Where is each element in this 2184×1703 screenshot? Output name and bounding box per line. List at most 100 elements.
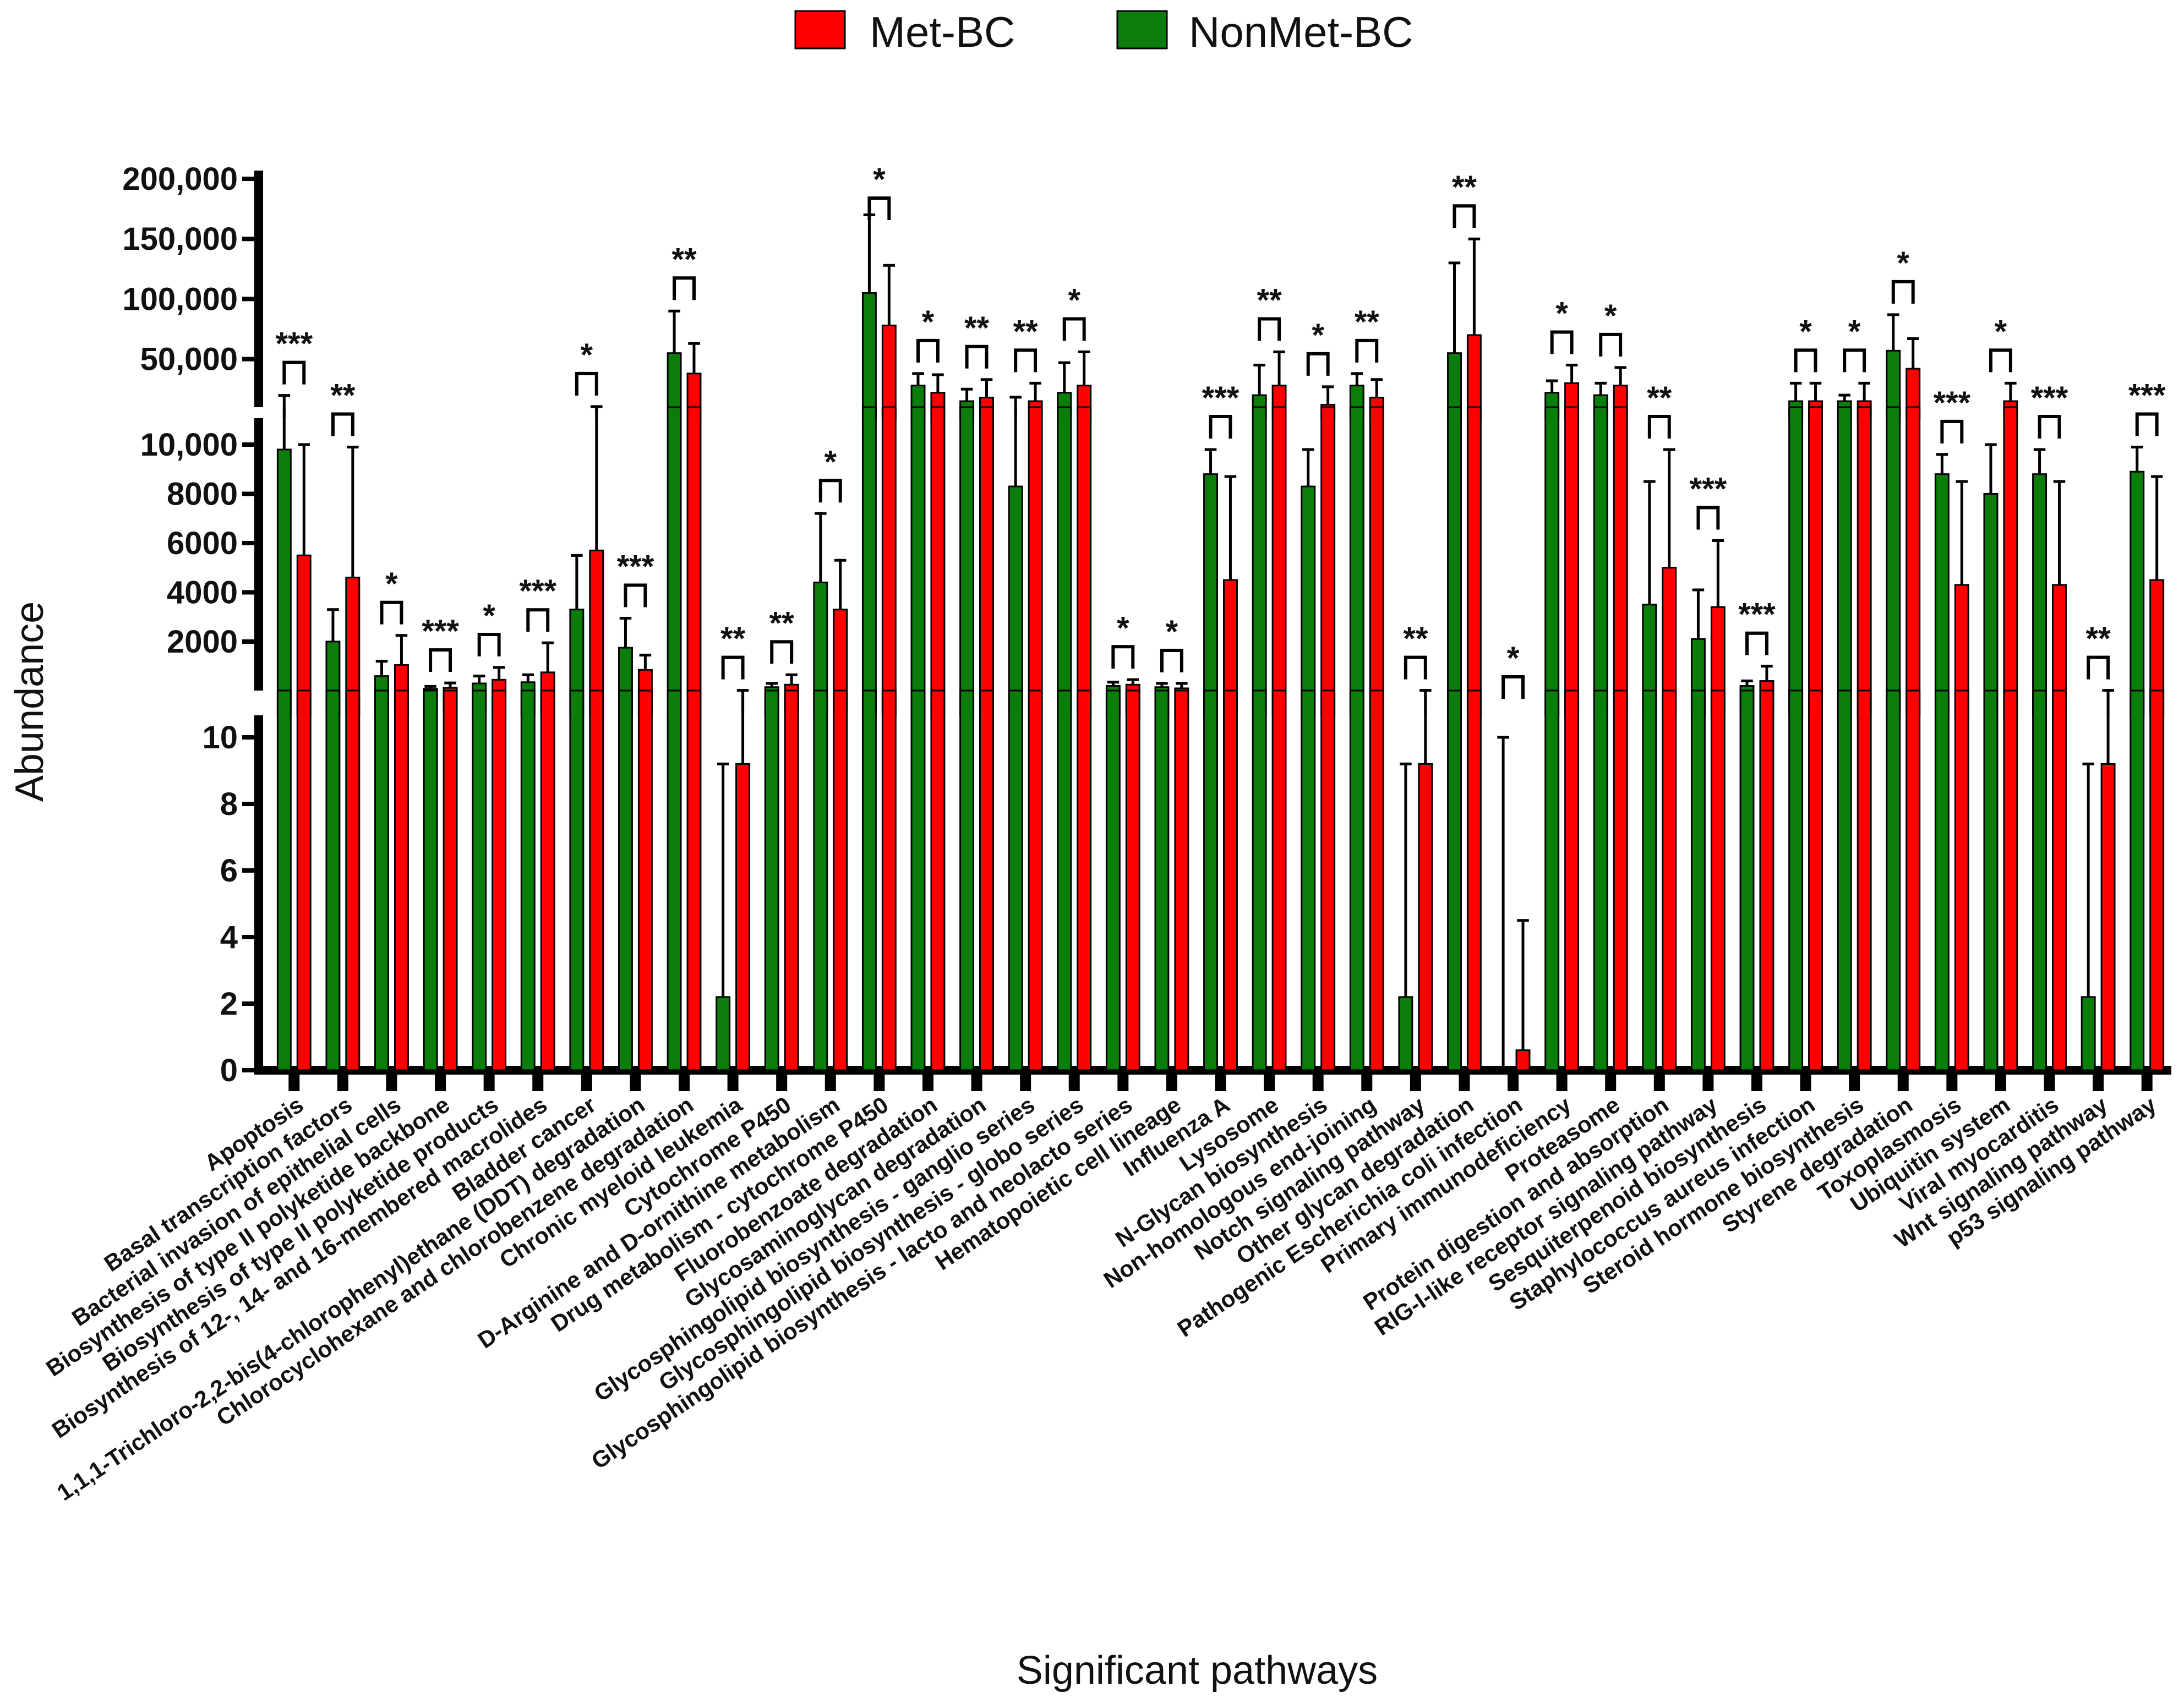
significance-bracket	[1209, 414, 1232, 439]
significance-bracket	[1453, 204, 1476, 228]
significance-label: ***	[519, 573, 556, 609]
bar-nonmet-30	[1739, 689, 1755, 1071]
x-tick	[727, 1075, 739, 1091]
bar-met-26	[1564, 689, 1580, 1071]
significance-bracket	[2038, 414, 2061, 439]
significance-bracket	[1647, 414, 1671, 439]
significance-label: *	[483, 598, 495, 634]
significance-label: **	[964, 310, 990, 346]
bar-met-37	[2100, 763, 2116, 1071]
y-tick-label: 6000	[167, 525, 238, 561]
bar-nonmet-13	[910, 689, 926, 1071]
significance-label: *	[1312, 317, 1324, 353]
bar-met-3	[443, 689, 458, 1071]
bar-met-8	[686, 406, 702, 716]
significance-bracket	[1502, 675, 1525, 699]
bar-nonmet-6	[569, 689, 585, 1071]
significance-bracket	[1745, 631, 1768, 655]
x-tick	[776, 1075, 788, 1091]
significance-bracket	[1550, 330, 1574, 354]
significance-label: *	[1555, 296, 1568, 332]
significance-bracket	[1404, 655, 1427, 680]
bar-met-31	[1808, 689, 1823, 1071]
bar-nonmet-27	[1593, 406, 1608, 716]
bar-nonmet-22	[1349, 689, 1364, 1071]
significance-bracket	[1989, 348, 2012, 373]
significance-label: **	[671, 242, 697, 277]
bar-met-27	[1613, 406, 1628, 716]
bar-met-35	[2003, 406, 2018, 716]
significance-label: **	[720, 621, 746, 657]
bar-met-31	[1808, 406, 1823, 716]
significance-bracket	[1940, 419, 1964, 443]
x-tick	[435, 1075, 446, 1091]
x-tick	[1410, 1075, 1421, 1091]
x-tick	[1459, 1075, 1470, 1091]
significance-label: *	[385, 566, 398, 602]
y-tick-label: 8	[220, 786, 238, 822]
bar-met-21	[1320, 689, 1336, 1071]
bar-nonmet-26	[1544, 689, 1560, 1071]
x-tick	[1166, 1075, 1177, 1091]
significance-bracket	[282, 360, 306, 385]
bar-met-10	[784, 689, 799, 1071]
bar-met-21	[1320, 406, 1336, 716]
bar-nonmet-1	[325, 689, 341, 1071]
significance-bracket	[331, 412, 354, 436]
bar-met-27	[1613, 689, 1628, 1071]
significance-label: **	[2086, 621, 2111, 657]
bar-nonmet-38	[2130, 689, 2145, 1071]
x-tick	[1605, 1075, 1617, 1091]
bar-nonmet-19	[1203, 689, 1219, 1071]
x-tick	[2141, 1075, 2153, 1091]
bar-nonmet-24	[1447, 689, 1462, 1071]
bar-nonmet-0	[276, 689, 292, 1071]
bar-met-16	[1077, 689, 1092, 1071]
significance-label: *	[1848, 314, 1861, 349]
bar-nonmet-29	[1690, 689, 1706, 1071]
significance-label: *	[1166, 614, 1178, 650]
bar-met-26	[1564, 406, 1580, 716]
bar-met-12	[881, 689, 897, 1071]
bars	[276, 292, 2165, 1071]
bar-met-23	[1418, 763, 1433, 1071]
bar-nonmet-28	[1642, 689, 1657, 1071]
bar-met-38	[2149, 689, 2165, 1071]
bar-nonmet-4	[472, 689, 487, 1071]
bar-met-7	[637, 689, 653, 1071]
bar-met-35	[2003, 689, 2018, 1071]
significance-bracket	[1258, 317, 1281, 341]
bar-met-32	[1857, 689, 1872, 1071]
significance-bracket	[721, 655, 745, 680]
bar-nonmet-19	[1203, 473, 1219, 716]
bar-met-9	[735, 763, 751, 1071]
bar-met-24	[1466, 689, 1482, 1071]
bar-met-22	[1369, 689, 1384, 1071]
x-tick	[288, 1075, 300, 1091]
bar-nonmet-3	[423, 689, 438, 1071]
significance-label: **	[1647, 380, 1672, 416]
significance-marks: ********* ************ ***** ** **** ******* *…	[275, 162, 2166, 699]
bar-nonmet-24	[1447, 406, 1462, 716]
bar-met-12	[881, 324, 897, 419]
y-tick-label: 50,000	[140, 342, 238, 377]
bar-nonmet-8	[667, 406, 682, 716]
significance-bracket	[1794, 348, 1817, 373]
significance-bracket	[818, 479, 842, 503]
x-tick	[1946, 1075, 1958, 1091]
x-tick	[873, 1075, 885, 1091]
significance-label: **	[1355, 304, 1380, 340]
bar-met-11	[833, 689, 848, 1071]
bar-nonmet-5	[520, 689, 536, 1071]
bar-nonmet-31	[1788, 689, 1804, 1071]
bar-met-14	[979, 689, 994, 1071]
bar-nonmet-34	[1934, 473, 1950, 716]
x-tick	[1849, 1075, 1860, 1091]
bar-nonmet-33	[1886, 406, 1901, 716]
significance-label: *	[1897, 245, 1909, 281]
bar-nonmet-22	[1349, 406, 1364, 716]
bar-met-6	[589, 689, 604, 1071]
significance-label: *	[581, 337, 593, 373]
bar-nonmet-14	[959, 406, 975, 716]
